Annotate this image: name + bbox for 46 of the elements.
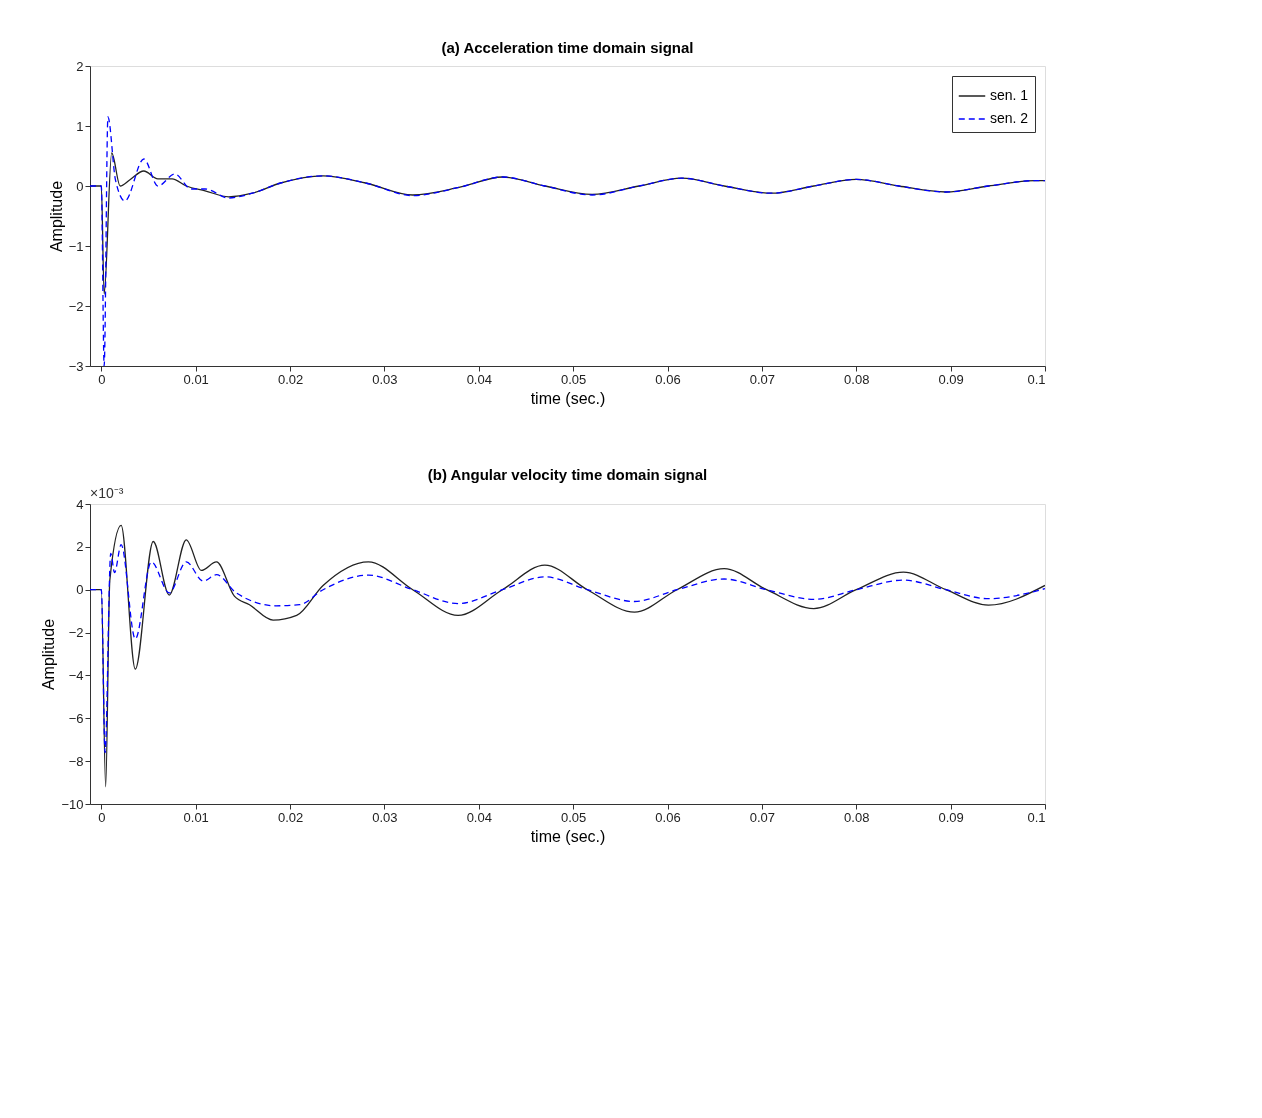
y-tick-label: 2 (76, 58, 84, 74)
x-tick-label: 0.05 (561, 371, 587, 387)
x-tick-label: 0.07 (749, 809, 776, 825)
line-series (90, 544, 1045, 754)
y-axis-title: Amplitude (40, 618, 58, 691)
y-tick-label: 4 (76, 496, 84, 512)
x-tick-label: 0.01 (183, 809, 209, 825)
legend-label: sen. 1 (990, 87, 1029, 103)
chart-title: (b) Angular velocity time domain signal (427, 466, 708, 483)
y-tick-label: 1 (76, 118, 84, 134)
x-tick-label: 0.03 (372, 809, 398, 825)
y-tick-label: 0 (76, 582, 84, 598)
legend-label: sen. 2 (990, 110, 1029, 126)
x-tick-label: 0.1 (1027, 809, 1046, 825)
x-tick-label: 0.08 (844, 809, 870, 825)
chart-title: (a) Acceleration time domain signal (441, 39, 694, 56)
x-tick-label: 0.07 (749, 371, 776, 387)
x-tick-label: 0.06 (655, 809, 681, 825)
x-tick-label: 0.08 (844, 371, 870, 387)
x-tick-label: 0 (98, 371, 106, 387)
y-tick-label: 0 (76, 178, 84, 194)
y-tick-label: −4 (68, 667, 84, 683)
y-tick-label: −2 (68, 625, 84, 641)
x-tick-label: 0.09 (938, 809, 964, 825)
x-axis-title: time (sec.) (530, 389, 606, 407)
x-tick-label: 0.04 (466, 809, 492, 825)
x-tick-label: 0.03 (372, 371, 398, 387)
x-tick-label: 0.01 (183, 371, 209, 387)
y-tick-label: −1 (68, 238, 84, 254)
x-tick-label: 0.05 (561, 809, 587, 825)
x-axis-title: time (sec.) (530, 827, 606, 845)
y-tick-label: 2 (76, 539, 84, 555)
text: ×10⁻³ (90, 485, 124, 501)
x-tick-label: 0.02 (277, 371, 304, 387)
x-tick-label: 0.1 (1027, 371, 1046, 387)
x-tick-label: 0.09 (938, 371, 964, 387)
y-tick-label: −10 (61, 796, 84, 812)
x-tick-label: 0.04 (466, 371, 492, 387)
y-tick-label: −8 (68, 753, 84, 769)
y-tick-label: −3 (68, 358, 84, 374)
x-tick-label: 0.02 (277, 809, 304, 825)
x-tick-label: 0 (98, 809, 106, 825)
y-axis-title: Amplitude (47, 180, 65, 253)
y-tick-label: −6 (68, 710, 84, 726)
x-tick-label: 0.06 (655, 371, 681, 387)
y-tick-label: −2 (68, 298, 84, 314)
